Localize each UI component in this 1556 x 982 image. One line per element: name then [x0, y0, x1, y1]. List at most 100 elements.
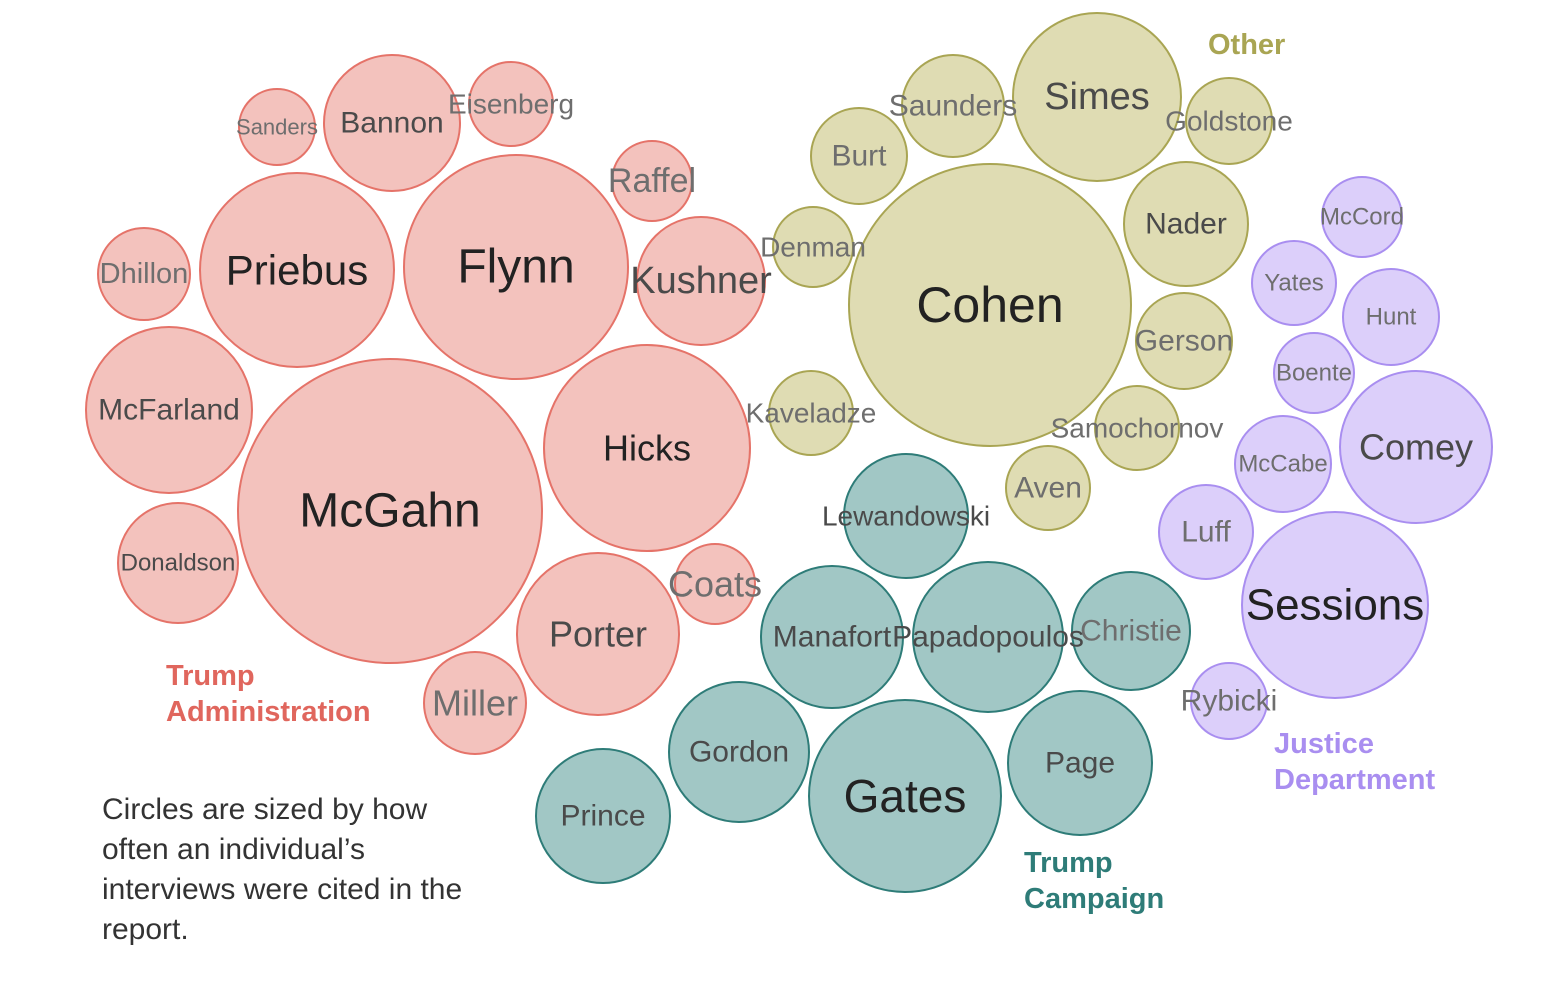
bubble-porter	[516, 552, 680, 716]
bubble-lewandowski	[843, 453, 969, 579]
bubble-gordon	[668, 681, 810, 823]
bubble-label-donaldson: Donaldson	[121, 550, 236, 577]
bubble-label-gerson: Gerson	[1135, 325, 1233, 358]
bubble-comey	[1339, 370, 1493, 524]
bubble-gates	[808, 699, 1002, 893]
bubble-donaldson	[117, 502, 239, 624]
bubble-bannon	[323, 54, 461, 192]
bubble-label-bannon: Bannon	[340, 107, 443, 140]
bubble-simes	[1012, 12, 1182, 182]
group-label-other: Other	[1208, 29, 1285, 61]
bubble-dhillon	[97, 227, 191, 321]
bubble-flynn	[403, 154, 629, 380]
bubble-label-coats: Coats	[668, 564, 762, 605]
bubble-eisenberg	[468, 61, 554, 147]
group-label-line: Justice	[1274, 728, 1374, 760]
bubble-label-mcgahn: McGahn	[299, 485, 480, 538]
bubble-label-kaveladze: Kaveladze	[746, 398, 877, 429]
group-label-trump-administration: Trump Administration	[166, 660, 371, 728]
bubble-samochornov	[1094, 385, 1180, 471]
bubble-mcgahn	[237, 358, 543, 664]
bubble-label-rybicki: Rybicki	[1181, 685, 1278, 718]
bubble-label-cohen: Cohen	[916, 277, 1063, 333]
group-label-line: Trump	[1024, 847, 1113, 879]
bubble-hunt	[1342, 268, 1440, 366]
group-other	[768, 12, 1273, 531]
bubble-manafort	[760, 565, 904, 709]
bubble-label-gates: Gates	[844, 770, 967, 822]
bubble-kaveladze	[768, 370, 854, 456]
bubble-priebus	[199, 172, 395, 368]
bubble-label-kushner: Kushner	[630, 260, 772, 302]
bubble-nader	[1123, 161, 1249, 287]
bubble-label-porter: Porter	[549, 614, 647, 655]
bubble-label-boente: Boente	[1276, 360, 1352, 387]
bubble-denman	[772, 206, 854, 288]
bubble-sessions	[1241, 511, 1429, 699]
bubble-papadopoulos	[912, 561, 1064, 713]
group-label-line: Department	[1274, 764, 1435, 796]
bubble-label-raffel: Raffel	[608, 162, 696, 200]
bubble-label-mccabe: McCabe	[1238, 451, 1327, 478]
bubble-gerson	[1135, 292, 1233, 390]
bubble-boente	[1273, 332, 1355, 414]
bubble-label-goldstone: Goldstone	[1165, 106, 1293, 137]
bubble-label-aven: Aven	[1014, 472, 1082, 505]
bubble-label-sanders: Sanders	[236, 115, 318, 140]
bubble-saunders	[901, 54, 1005, 158]
bubble-label-mcfarland: McFarland	[98, 394, 240, 427]
bubble-label-samochornov: Samochornov	[1051, 413, 1224, 444]
bubble-label-saunders: Saunders	[889, 90, 1017, 123]
bubble-mcfarland	[85, 326, 253, 494]
bubble-label-yates: Yates	[1264, 270, 1324, 297]
bubble-label-prince: Prince	[560, 800, 645, 833]
bubble-label-gordon: Gordon	[689, 736, 789, 769]
bubble-label-nader: Nader	[1145, 208, 1227, 241]
bubble-label-hunt: Hunt	[1366, 304, 1417, 331]
bubble-yates	[1251, 240, 1337, 326]
bubble-mccord	[1321, 176, 1403, 258]
bubble-label-sessions: Sessions	[1246, 581, 1425, 630]
bubble-label-christie: Christie	[1080, 615, 1182, 648]
bubble-prince	[535, 748, 671, 884]
bubble-label-comey: Comey	[1359, 427, 1473, 468]
bubble-page	[1007, 690, 1153, 836]
group-label-justice-department: Justice Department	[1274, 728, 1435, 796]
bubble-label-flynn: Flynn	[457, 241, 574, 294]
bubble-kushner	[636, 216, 766, 346]
bubble-label-lewandowski: Lewandowski	[822, 501, 990, 532]
bubble-label-burt: Burt	[831, 140, 887, 173]
bubble-label-dhillon: Dhillon	[100, 258, 189, 290]
bubble-label-page: Page	[1045, 747, 1115, 780]
bubble-label-eisenberg: Eisenberg	[448, 89, 574, 120]
bubble-hicks	[543, 344, 751, 552]
group-label-trump-campaign: Trump Campaign	[1024, 847, 1164, 915]
bubble-label-manafort: Manafort	[773, 621, 892, 654]
bubble-label-simes: Simes	[1044, 76, 1150, 118]
bubble-label-miller: Miller	[432, 683, 518, 724]
bubble-cohen	[848, 163, 1132, 447]
bubble-label-priebus: Priebus	[226, 247, 368, 294]
group-trump-campaign	[535, 453, 1191, 893]
bubble-goldstone	[1185, 77, 1273, 165]
group-trump-administration	[85, 54, 766, 755]
group-label-line: Trump	[166, 660, 255, 692]
bubble-raffel	[611, 140, 693, 222]
bubble-label-denman: Denman	[760, 232, 866, 263]
bubble-label-luff: Luff	[1181, 516, 1231, 549]
chart-note: Circles are sized by how often an indivi…	[102, 793, 463, 946]
bubble-mccabe	[1234, 415, 1332, 513]
bubble-sanders	[238, 88, 316, 166]
bubble-label-papadopoulos: Papadopoulos	[892, 621, 1084, 654]
bubble-label-hicks: Hicks	[603, 428, 691, 469]
bubble-luff	[1158, 484, 1254, 580]
group-label-line: Other	[1208, 29, 1285, 61]
bubble-miller	[423, 651, 527, 755]
bubble-burt	[810, 107, 908, 205]
group-justice-department	[1158, 176, 1493, 740]
bubble-coats	[674, 543, 756, 625]
bubble-aven	[1005, 445, 1091, 531]
bubble-label-mccord: McCord	[1320, 204, 1404, 231]
